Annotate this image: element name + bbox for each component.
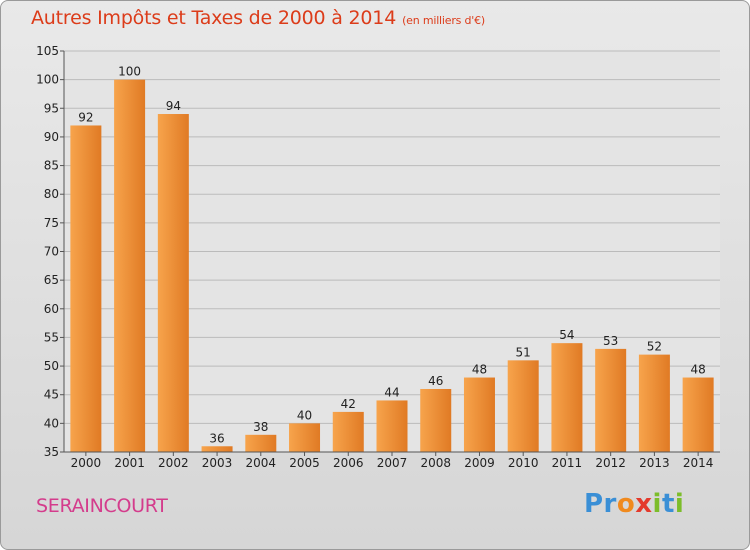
bar-2004 <box>245 434 277 452</box>
bar-2006 <box>332 411 364 452</box>
y-tick-label: 40 <box>44 416 59 430</box>
bar-2012 <box>595 348 627 452</box>
bar-2000 <box>70 125 102 452</box>
x-tick-label: 2010 <box>508 456 539 470</box>
y-tick-label: 95 <box>44 101 59 115</box>
bar-2010 <box>507 360 539 452</box>
axes: 35 40 45 50 55 60 65 70 75 80 85 90 95 100 105 2000 2001… <box>36 44 720 470</box>
x-tick-label: 2000 <box>71 456 102 470</box>
logo-letter: t <box>661 489 675 519</box>
x-tick-label: 2013 <box>639 456 670 470</box>
x-tick-label: 2011 <box>552 456 583 470</box>
y-tick-label: 35 <box>44 445 59 459</box>
y-tick-label: 65 <box>44 273 59 287</box>
data-label: 42 <box>341 397 356 411</box>
bar-2007 <box>376 400 408 452</box>
x-tick-label: 2004 <box>246 456 277 470</box>
logo-letter: i <box>674 489 685 519</box>
data-label: 38 <box>253 420 268 434</box>
logo-letter: Pr <box>584 489 617 519</box>
bar-2002 <box>157 114 189 452</box>
data-label: 48 <box>472 363 487 377</box>
bars <box>70 79 714 453</box>
bar-2001 <box>114 79 146 453</box>
y-tick-label: 70 <box>44 245 59 259</box>
chart-subtitle: (en milliers d'€) <box>402 14 485 27</box>
data-label: 94 <box>166 99 181 113</box>
y-tick-label: 85 <box>44 159 59 173</box>
data-label: 53 <box>603 334 618 348</box>
bar-2009 <box>463 377 495 452</box>
data-label: 54 <box>559 328 574 342</box>
commune-name: SERAINCOURT <box>36 495 168 517</box>
y-tick-label: 100 <box>36 73 59 87</box>
logo-letter: o <box>616 489 636 519</box>
x-tick-label: 2002 <box>158 456 189 470</box>
y-tick-label: 75 <box>44 216 59 230</box>
logo-letter: x <box>635 489 653 519</box>
chart-title-text: Autres Impôts et Taxes de 2000 à 2014 <box>31 7 397 29</box>
data-label: 44 <box>384 385 399 399</box>
x-tick-label: 2012 <box>595 456 626 470</box>
x-tick-label: 2005 <box>289 456 320 470</box>
y-tick-label: 105 <box>36 44 59 58</box>
data-label: 40 <box>297 408 312 422</box>
chart-title: Autres Impôts et Taxes de 2000 à 2014 (en… <box>31 7 485 29</box>
data-label: 51 <box>516 345 531 359</box>
y-tick-label: 60 <box>44 302 59 316</box>
y-tick-label: 90 <box>44 130 59 144</box>
bar-2013 <box>638 354 670 452</box>
bar-2005 <box>289 423 321 452</box>
bar-2011 <box>551 343 583 452</box>
data-label: 100 <box>118 65 141 79</box>
data-label: 36 <box>209 431 224 445</box>
bar-2003 <box>201 446 233 452</box>
x-tick-label: 2001 <box>114 456 145 470</box>
x-tick-label: 2009 <box>464 456 495 470</box>
x-tick-label: 2014 <box>683 456 714 470</box>
logo-letter: i <box>652 489 662 519</box>
data-label: 92 <box>78 110 93 124</box>
x-tick-label: 2003 <box>202 456 233 470</box>
bar-2008 <box>420 388 452 452</box>
data-label: 48 <box>690 363 705 377</box>
data-label: 46 <box>428 374 443 388</box>
bar-2014 <box>682 377 714 452</box>
data-label: 52 <box>647 340 662 354</box>
x-tick-label: 2007 <box>377 456 408 470</box>
labels: 92 100 94 36 38 40 42 44 46 48 51 54 53 52 48 <box>78 65 706 446</box>
x-tick-label: 2006 <box>333 456 364 470</box>
y-tick-label: 45 <box>44 388 59 402</box>
proxiti-logo: Proxiti <box>584 489 684 519</box>
y-tick-label: 50 <box>44 359 59 373</box>
y-tick-label: 55 <box>44 330 59 344</box>
y-tick-label: 80 <box>44 187 59 201</box>
x-tick-label: 2008 <box>420 456 451 470</box>
